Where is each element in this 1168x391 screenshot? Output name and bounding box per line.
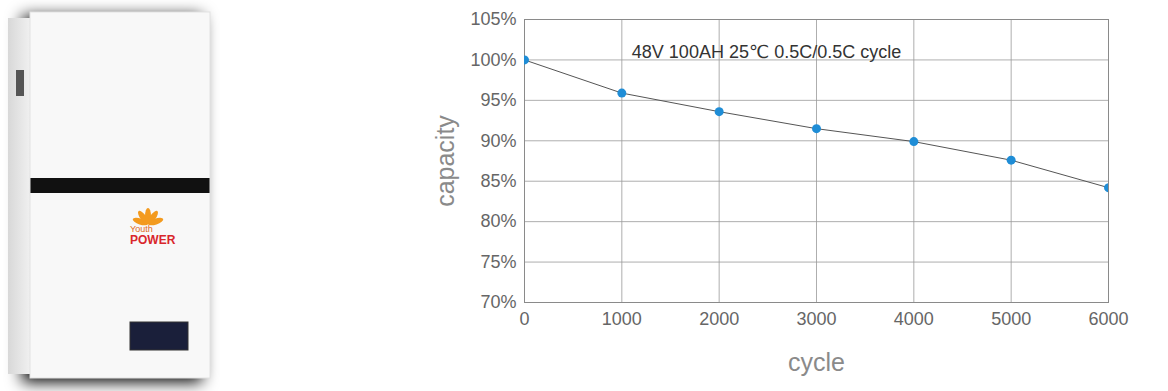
svg-text:105%: 105% [470,9,516,29]
svg-text:85%: 85% [480,171,516,191]
svg-text:cycle: cycle [788,348,845,376]
svg-text:2000: 2000 [699,309,739,329]
svg-text:75%: 75% [480,252,516,272]
svg-text:48V 100AH 25℃ 0.5C/0.5C cycle: 48V 100AH 25℃ 0.5C/0.5C cycle [632,42,901,62]
svg-text:Youth: Youth [130,224,153,234]
svg-text:0: 0 [519,309,529,329]
svg-text:5000: 5000 [991,309,1031,329]
svg-text:1000: 1000 [602,309,642,329]
svg-text:POWER: POWER [130,233,176,247]
svg-text:90%: 90% [480,131,516,151]
svg-text:100%: 100% [470,50,516,70]
svg-text:80%: 80% [480,211,516,231]
svg-text:capacity: capacity [431,115,459,207]
svg-text:3000: 3000 [796,309,836,329]
svg-text:4000: 4000 [894,309,934,329]
svg-text:95%: 95% [480,90,516,110]
svg-text:6000: 6000 [1088,309,1128,329]
svg-text:70%: 70% [480,292,516,312]
